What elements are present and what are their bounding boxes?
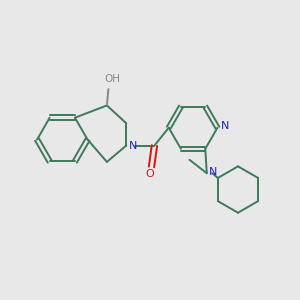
Text: OH: OH <box>105 74 121 84</box>
Text: N: N <box>129 140 137 151</box>
Text: N: N <box>221 121 229 131</box>
Text: O: O <box>146 169 154 179</box>
Text: N: N <box>209 167 218 177</box>
